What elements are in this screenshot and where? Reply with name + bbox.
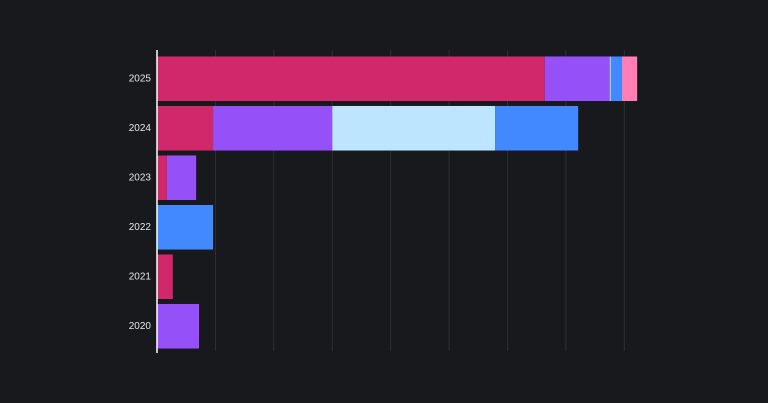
bar-segment bbox=[157, 303, 200, 349]
bar-segment bbox=[610, 56, 622, 102]
bar-segment bbox=[157, 204, 214, 250]
bar-segment bbox=[157, 254, 173, 300]
bar-segment bbox=[609, 56, 611, 102]
bar-segment bbox=[157, 155, 167, 201]
y-tick-label: 2020 bbox=[129, 321, 152, 332]
y-tick-label: 2024 bbox=[129, 123, 152, 134]
y-tick-label: 2025 bbox=[129, 73, 152, 84]
y-tick-label: 2022 bbox=[129, 222, 152, 233]
bar-segment bbox=[621, 56, 638, 102]
bar-segment bbox=[544, 56, 610, 102]
bar-segment bbox=[332, 105, 496, 151]
bar-segment bbox=[157, 105, 214, 151]
bar-segment bbox=[166, 155, 197, 201]
y-tick-label: 2021 bbox=[129, 271, 152, 282]
y-tick-label: 2023 bbox=[129, 172, 152, 183]
bar-segment bbox=[495, 105, 579, 151]
bar-segment bbox=[213, 105, 333, 151]
bar-segment bbox=[157, 56, 545, 102]
